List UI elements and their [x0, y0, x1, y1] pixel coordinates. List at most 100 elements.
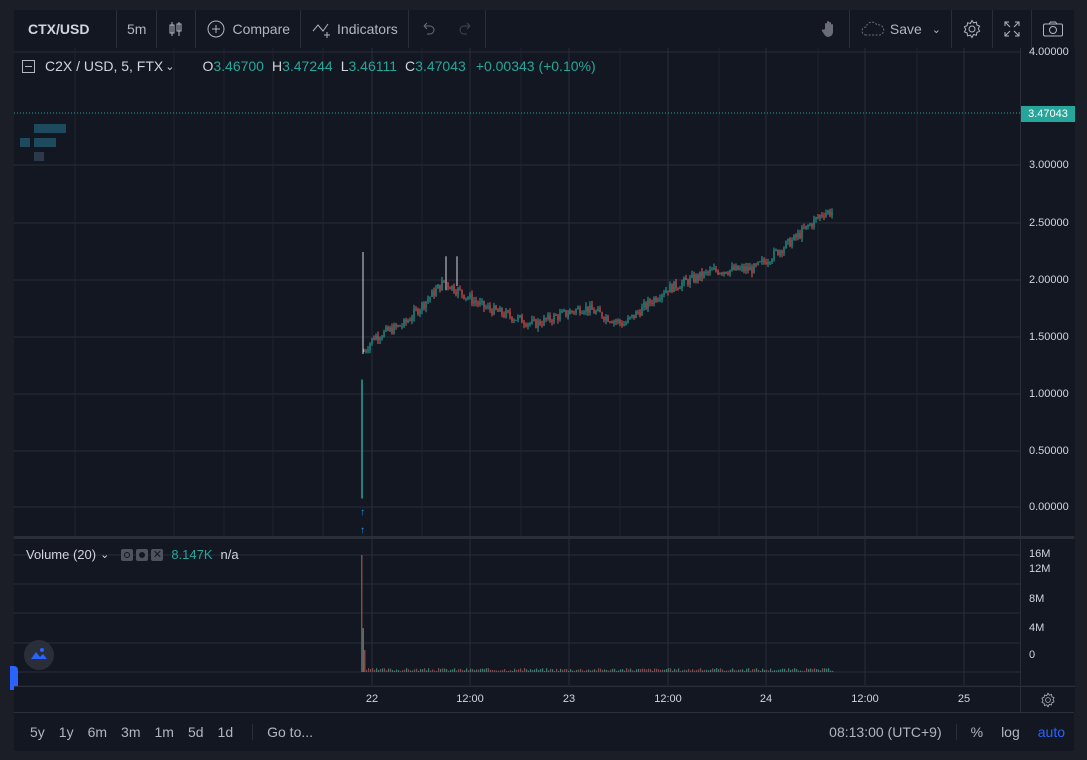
range-button-3m[interactable]: 3m: [121, 724, 141, 740]
clock-timezone[interactable]: 08:13:00 (UTC+9): [820, 724, 957, 740]
range-button-1y[interactable]: 1y: [58, 724, 74, 740]
price-tick: 4.00000: [1029, 46, 1069, 58]
volume-bar: [596, 670, 598, 672]
tradingview-logo-button[interactable]: [24, 640, 54, 670]
candle-body: [437, 284, 439, 289]
volume-bar: [488, 668, 490, 672]
candle-body: [607, 316, 609, 322]
log-toggle[interactable]: log: [1001, 724, 1020, 740]
volume-bar: [482, 668, 484, 672]
price-pane[interactable]: ↑ ↑ C2X / USD, 5, FTX ⌄ O 3.46700 H 3.47244…: [14, 48, 1020, 536]
range-button-5d[interactable]: 5d: [187, 724, 204, 740]
auto-toggle[interactable]: auto: [1037, 724, 1065, 740]
undo-button[interactable]: [409, 10, 447, 48]
compare-button[interactable]: Compare: [196, 10, 302, 48]
volume-bar: [426, 670, 428, 672]
volume-bar: [622, 669, 624, 672]
remove-icon[interactable]: ✕: [151, 548, 164, 561]
range-button-5y[interactable]: 5y: [30, 724, 45, 740]
candle-body: [791, 239, 793, 247]
volume-tick: 4M: [1029, 622, 1045, 634]
gear-small-icon[interactable]: [136, 548, 149, 561]
visibility-icon[interactable]: [121, 548, 134, 561]
volume-bar: [728, 670, 730, 672]
volume-bar: [664, 669, 666, 672]
volume-bar: [758, 669, 760, 672]
candle-body: [827, 210, 829, 214]
candle-body: [769, 262, 771, 264]
volume-bar: [802, 670, 804, 672]
volume-bar: [808, 669, 810, 672]
candle-body: [653, 297, 655, 304]
volume-bar: [410, 670, 412, 672]
fullscreen-button[interactable]: [992, 10, 1031, 48]
volume-title[interactable]: Volume (20): [26, 547, 97, 562]
candle-body: [741, 266, 743, 269]
candle-body: [757, 261, 759, 265]
volume-pane[interactable]: Volume (20) ⌄ ✕ 8.147K n/a: [14, 539, 1020, 685]
volume-bar: [734, 669, 736, 672]
candle-body: [389, 327, 391, 331]
volume-bar: [800, 670, 802, 672]
volume-bar: [464, 670, 466, 672]
candle-body: [683, 277, 685, 283]
goto-button[interactable]: Go to...: [252, 724, 313, 740]
candle-body: [717, 270, 719, 275]
volume-bar: [428, 668, 430, 672]
price-chart[interactable]: ↑↑: [14, 48, 1020, 536]
candle-body: [455, 292, 457, 295]
settings-button[interactable]: [951, 10, 992, 48]
candle-body: [441, 280, 443, 291]
axis-settings-corner[interactable]: [1020, 686, 1075, 713]
candle-body: [707, 271, 709, 273]
price-axis[interactable]: 4.00000 3.00000 2.50000 2.00000 1.50000 1.000…: [1020, 46, 1075, 536]
save-button[interactable]: Save ⌄: [848, 10, 951, 48]
chart-style-button[interactable]: [157, 10, 197, 48]
volume-bar: [720, 668, 722, 672]
candle-body: [415, 308, 417, 310]
scroll-to-left-handle[interactable]: [10, 666, 18, 690]
save-label: Save: [889, 21, 922, 37]
symbol-search-button[interactable]: CTX/USD: [14, 10, 117, 48]
candle-body: [523, 322, 525, 325]
candle-body: [583, 311, 585, 313]
candle-body: [809, 224, 811, 226]
time-axis[interactable]: 22 12:00 23 12:00 24 12:00 25: [14, 686, 1020, 713]
volume-bar: [820, 670, 822, 672]
candle-body: [697, 274, 699, 280]
interval-button[interactable]: 5m: [117, 10, 158, 48]
compare-label: Compare: [232, 21, 291, 37]
range-button-6m[interactable]: 6m: [87, 724, 108, 740]
redo-button[interactable]: [447, 10, 486, 48]
volume-tick: 0: [1029, 649, 1036, 661]
candle-body: [705, 271, 707, 273]
candle-body: [443, 280, 445, 282]
candle-body: [501, 308, 503, 315]
candle-body: [571, 310, 573, 312]
volume-axis[interactable]: 16M 12M 8M 4M 0: [1020, 539, 1075, 685]
volume-bar: [722, 669, 724, 672]
event-marker-up[interactable]: ↑: [360, 525, 365, 536]
candle-body: [547, 314, 549, 320]
pane-separator[interactable]: [14, 536, 1074, 539]
volume-bar: [788, 668, 790, 672]
candles-icon: [169, 22, 182, 36]
percent-toggle[interactable]: %: [970, 724, 984, 740]
volume-chevron-down-icon[interactable]: ⌄: [100, 549, 110, 561]
hand-tool-button[interactable]: [809, 10, 849, 48]
price-tick: 2.00000: [1029, 274, 1069, 286]
series-title[interactable]: C2X / USD, 5, FTX: [45, 58, 164, 74]
series-chevron-down-icon[interactable]: ⌄: [165, 60, 175, 73]
candle-body: [575, 309, 577, 313]
range-button-1m[interactable]: 1m: [154, 724, 174, 740]
candle-body: [449, 287, 451, 290]
event-marker-up[interactable]: ↑: [360, 507, 365, 518]
volume-bar: [672, 670, 674, 672]
volume-bar: [658, 669, 660, 672]
range-button-1d[interactable]: 1d: [217, 724, 234, 740]
collapse-legend-icon[interactable]: [22, 59, 35, 73]
candle-body: [379, 338, 381, 340]
snapshot-button[interactable]: [1031, 10, 1074, 48]
indicators-button[interactable]: Indicators: [301, 10, 409, 48]
volume-bar: [700, 668, 702, 672]
